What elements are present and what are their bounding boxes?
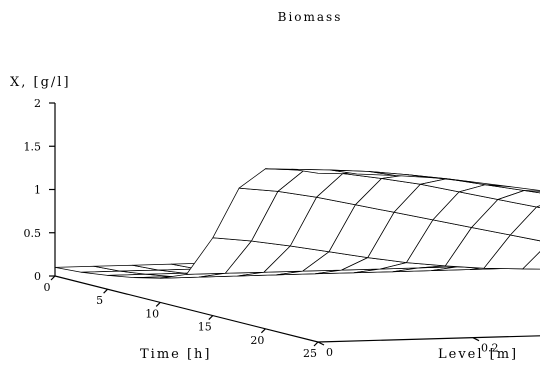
x-tick-label: 15 — [198, 321, 212, 334]
x-axis-label: Time [h] — [140, 347, 212, 362]
z-tick-label: 1 — [34, 184, 41, 197]
surface-cell — [523, 190, 540, 194]
chart-title: Biomass — [278, 10, 343, 24]
x-tick-mark — [50, 275, 56, 281]
x-tick-label: 5 — [96, 294, 103, 307]
y-axis-label: Level [m] — [438, 347, 518, 362]
y-axis-line — [317, 335, 540, 343]
y-tick-mark — [317, 341, 325, 346]
z-tick-label: 0 — [34, 270, 41, 283]
x-tick-mark — [313, 341, 319, 347]
x-tick-label: 25 — [303, 347, 317, 360]
surface-cell — [485, 184, 540, 192]
x-tick-mark — [260, 328, 266, 334]
x-tick-mark — [208, 315, 214, 321]
z-tick-label: 1.5 — [24, 140, 42, 153]
surface-mesh — [54, 168, 540, 279]
x-tick-label: 10 — [145, 307, 159, 320]
x-axis-line — [54, 275, 319, 343]
surface-cell — [536, 205, 540, 209]
surface-cell — [497, 190, 540, 208]
surface-cell — [522, 251, 540, 270]
z-tick-label: 2 — [34, 97, 41, 110]
y-tick-mark — [472, 337, 480, 342]
z-axis-label: X, [g/l] — [10, 75, 71, 90]
x-tick-mark — [103, 288, 109, 294]
y-tick-label: 0.2 — [481, 342, 499, 355]
x-tick-mark — [155, 301, 161, 307]
surface-cell — [510, 206, 540, 242]
x-tick-label: 0 — [44, 281, 51, 294]
x-tick-label: 20 — [250, 334, 264, 347]
z-tick-label: 0.5 — [24, 227, 42, 240]
y-tick-label: 0 — [326, 346, 333, 359]
axes — [49, 102, 540, 347]
surface-cell — [483, 234, 540, 270]
